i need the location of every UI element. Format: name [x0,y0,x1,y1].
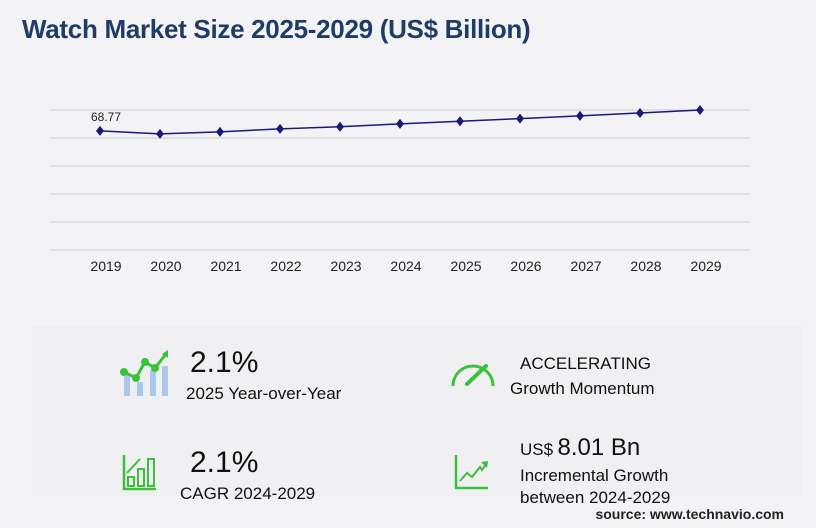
cagr-chart-icon [122,455,156,491]
x-tick-label: 2024 [390,258,421,274]
trend-up-icon [454,455,488,490]
incremental-amount: 8.01 Bn [557,434,641,461]
x-tick-label: 2021 [210,258,241,274]
momentum-value: ACCELERATING [520,354,651,373]
cagr-label: CAGR 2024-2029 [180,484,316,503]
x-tick-label: 2022 [270,258,301,274]
x-tick-label: 2019 [90,258,121,274]
data-point-2026 [516,113,524,124]
data-point-2021 [216,126,224,137]
incremental-value: US$ 8.01 Bn [520,434,640,462]
yoy-value: 2.1% [190,346,259,379]
data-point-2025 [456,116,464,127]
x-tick-label: 2023 [330,258,361,274]
data-point-2028 [636,107,644,118]
data-point-2027 [576,110,584,121]
cagr-value: 2.1% [190,446,259,479]
data-label: 68.77 [91,110,121,124]
data-point-2029 [696,105,704,115]
source-note: source: www.technavio.com [595,506,784,522]
x-tick-label: 2020 [150,258,181,274]
x-tick-label: 2027 [570,258,601,274]
data-point-2023 [336,121,344,132]
x-tick-label: 2028 [630,258,661,274]
data-point-2020 [156,128,164,139]
incremental-label-1: Incremental Growth [520,466,669,485]
incremental-label-2: between 2024-2029 [520,488,671,507]
speedometer-icon [451,364,495,387]
momentum-label: Growth Momentum [510,379,655,398]
data-point-2022 [276,123,284,134]
data-point-2019 [96,125,104,136]
currency-prefix: US$ [520,440,554,459]
line-chart: 2019 2020 2021 2022 2023 2024 2025 2026 2027 2028… [50,105,750,274]
x-tick-label: 2029 [690,258,721,274]
yoy-label: 2025 Year-over-Year [186,384,342,403]
page-title: Watch Market Size 2025-2029 (US$ Billion… [22,14,531,44]
x-tick-label: 2026 [510,258,541,274]
growth-bars-icon [120,350,168,396]
x-tick-label: 2025 [450,258,481,274]
stats-panel [32,326,802,496]
data-point-2024 [396,118,404,129]
